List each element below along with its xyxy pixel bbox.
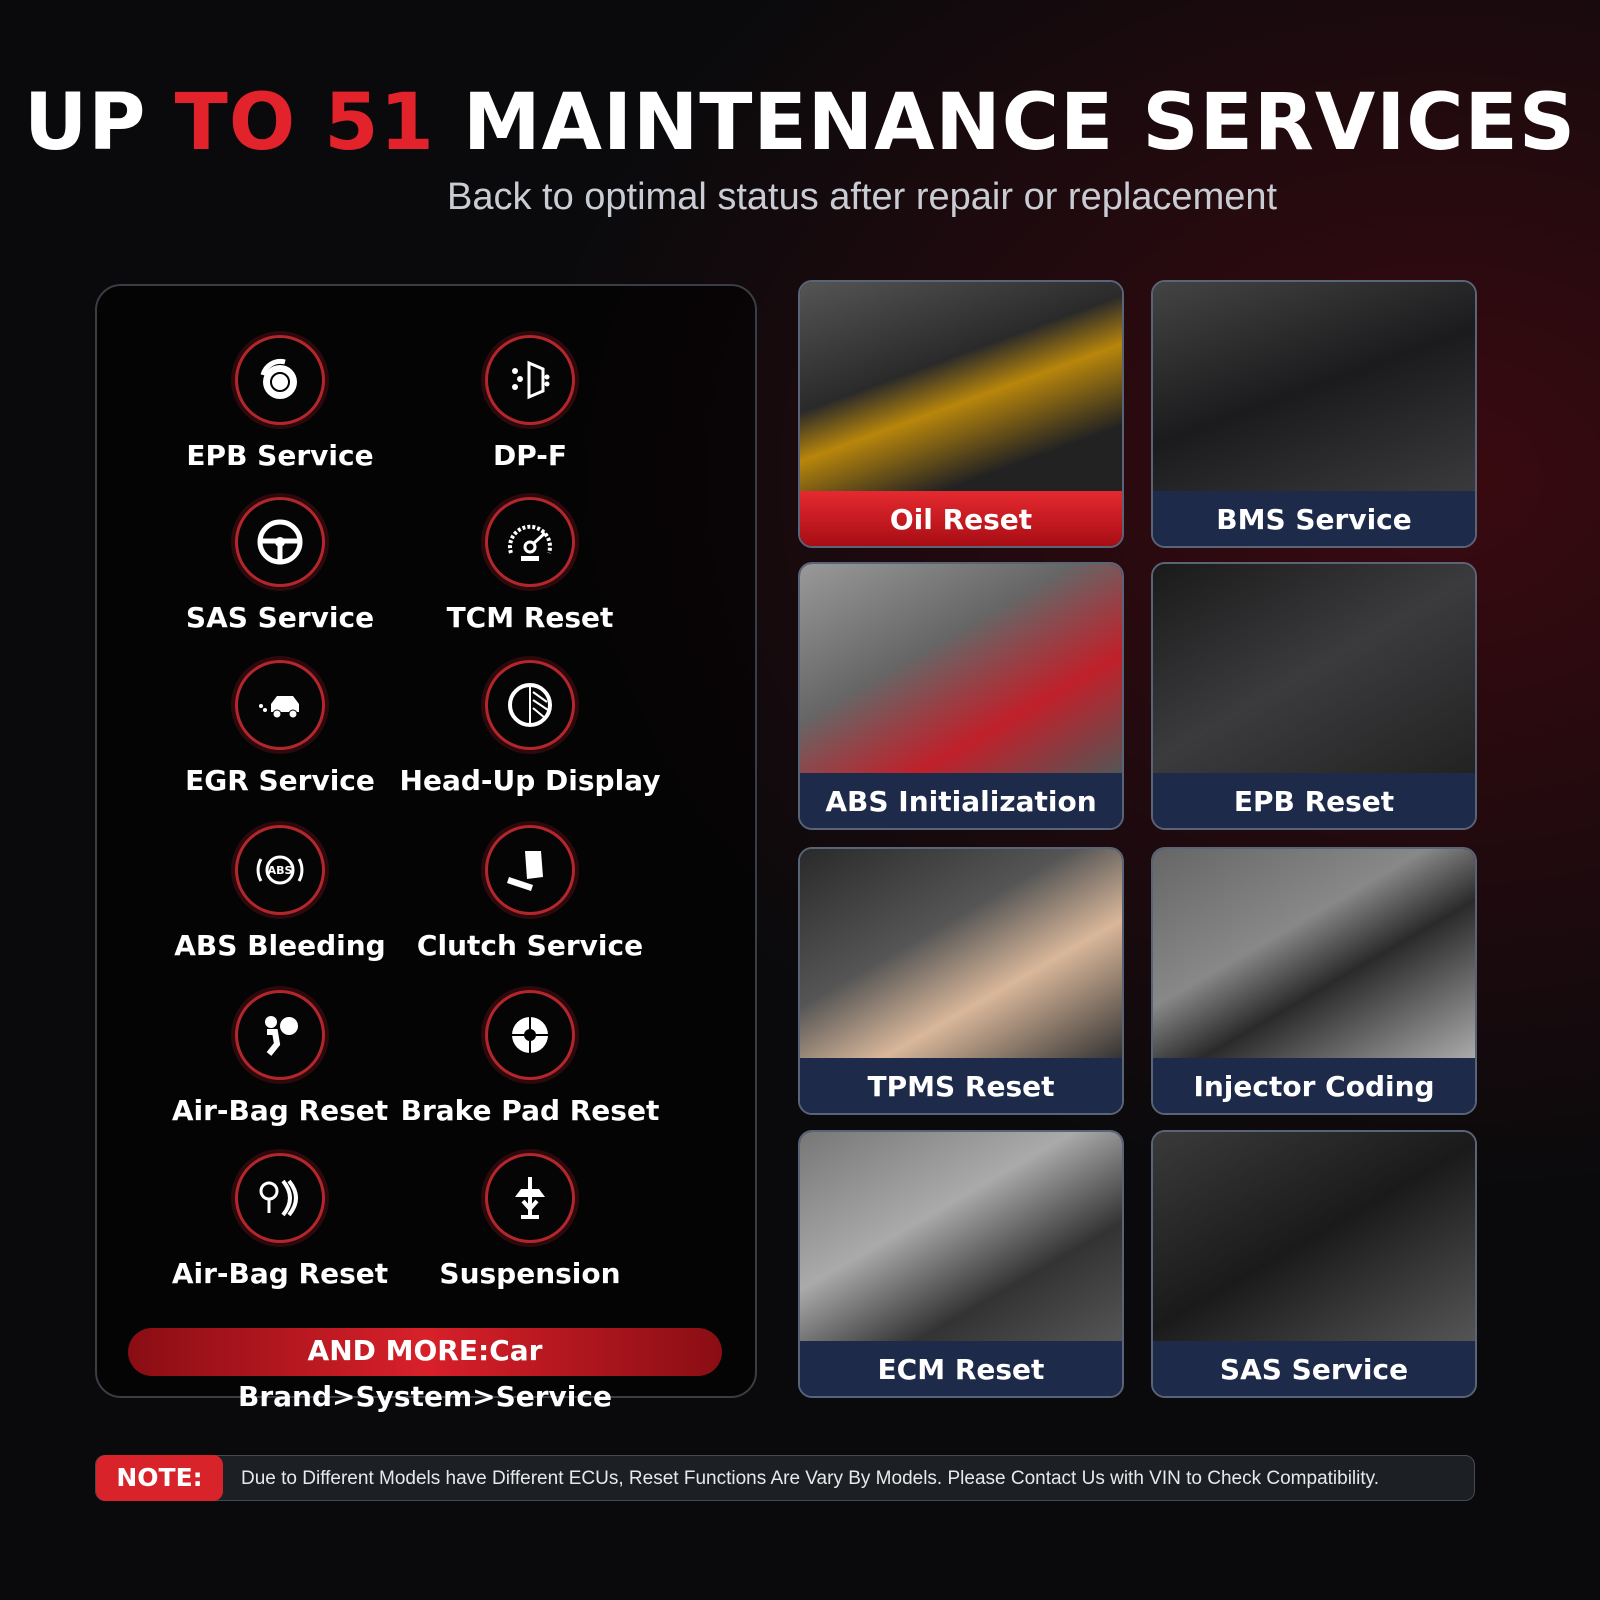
card-caption: EPB Reset [1153, 773, 1475, 828]
note-text: Due to Different Models have Different E… [241, 1468, 1380, 1489]
card-photo [800, 564, 1122, 773]
card-injector-coding: Injector Coding [1151, 847, 1477, 1115]
service-item-egr-service: EGR Service [130, 660, 430, 797]
service-label: Air-Bag Reset [171, 1094, 389, 1127]
service-label: DP-F [492, 439, 568, 472]
speedometer-icon [485, 497, 575, 587]
card-sas-service: SAS Service [1151, 1130, 1477, 1398]
card-photo [1153, 1132, 1475, 1341]
card-oil-reset: Oil Reset [798, 280, 1124, 548]
service-label: ABS Bleeding [174, 929, 386, 962]
note-tag: NOTE: [96, 1455, 223, 1501]
card-caption: Oil Reset [800, 491, 1122, 546]
card-caption: BMS Service [1153, 491, 1475, 546]
svg-text:ABS: ABS [268, 864, 293, 877]
card-photo [800, 282, 1122, 491]
and-more-banner: AND MORE:Car Brand>System>Service [128, 1328, 722, 1413]
card-caption: SAS Service [1153, 1341, 1475, 1396]
hud-circle-icon [485, 660, 575, 750]
service-item-clutch-service: Clutch Service [380, 825, 680, 962]
service-item-air-bag-reset: Air-Bag Reset [130, 990, 430, 1127]
subtitle: Back to optimal status after repair or r… [447, 176, 1278, 218]
card-abs-initialization: ABS Initialization [798, 562, 1124, 830]
services-panel [95, 284, 757, 1398]
airbag-icon [235, 990, 325, 1080]
service-item-tcm-reset: TCM Reset [380, 497, 680, 634]
service-label: Brake Pad Reset [400, 1094, 660, 1127]
card-bms-service: BMS Service [1151, 280, 1477, 548]
card-ecm-reset: ECM Reset [798, 1130, 1124, 1398]
card-caption: Injector Coding [1153, 1058, 1475, 1113]
card-photo [1153, 849, 1475, 1058]
service-item-abs-bleeding: ABS ABS Bleeding [130, 825, 430, 962]
service-item-suspension: Suspension [380, 1153, 680, 1290]
car-lift-icon [485, 1153, 575, 1243]
service-label: Head-Up Display [399, 764, 661, 797]
abs-icon: ABS [235, 825, 325, 915]
service-label: SAS Service [185, 601, 375, 634]
service-label: Air-Bag Reset [171, 1257, 389, 1290]
card-photo [800, 849, 1122, 1058]
service-item-head-up-display: Head-Up Display [380, 660, 680, 797]
brake-pad-icon [485, 990, 575, 1080]
dpf-filter-icon [485, 335, 575, 425]
car-exhaust-icon [235, 660, 325, 750]
service-item-dp-f: DP-F [380, 335, 680, 472]
note-bar: NOTE: Due to Different Models have Diffe… [95, 1455, 1475, 1501]
card-caption: ECM Reset [800, 1341, 1122, 1396]
title-part: MAINTENANCE SERVICES [434, 78, 1577, 168]
service-label: TCM Reset [446, 601, 614, 634]
service-item-sas-service: SAS Service [130, 497, 430, 634]
title-highlight: TO 51 [174, 78, 435, 168]
service-item-air-bag-reset: Air-Bag Reset [130, 1153, 430, 1290]
card-tpms-reset: TPMS Reset [798, 847, 1124, 1115]
service-label: EPB Service [186, 439, 374, 472]
card-caption: TPMS Reset [800, 1058, 1122, 1113]
service-label: Clutch Service [416, 929, 644, 962]
service-label: EGR Service [185, 764, 375, 797]
brake-disc-icon [235, 335, 325, 425]
card-photo [1153, 282, 1475, 491]
card-photo [800, 1132, 1122, 1341]
steering-wheel-icon [235, 497, 325, 587]
service-item-epb-service: EPB Service [130, 335, 430, 472]
title-part: UP [23, 78, 175, 168]
tire-pressure-icon [235, 1153, 325, 1243]
service-label: Suspension [439, 1257, 621, 1290]
card-epb-reset: EPB Reset [1151, 562, 1477, 830]
card-caption: ABS Initialization [800, 773, 1122, 828]
page-title: UP TO 51 MAINTENANCE SERVICES [0, 78, 1600, 168]
clutch-pedal-icon [485, 825, 575, 915]
service-item-brake-pad-reset: Brake Pad Reset [380, 990, 680, 1127]
card-photo [1153, 564, 1475, 773]
